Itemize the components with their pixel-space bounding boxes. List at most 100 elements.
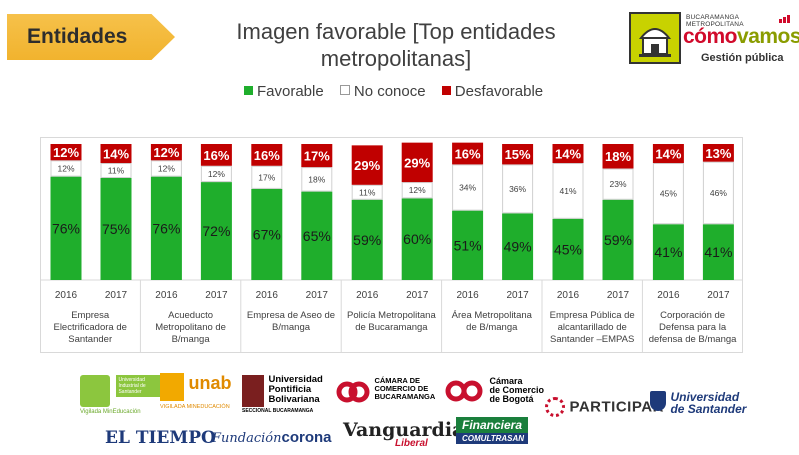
year-tick-label: 2017 <box>205 290 228 301</box>
label-desfavorable: 17% <box>304 149 330 164</box>
fundacion-part2: corona <box>281 429 332 446</box>
label-desfavorable: 14% <box>655 147 681 162</box>
udes-logo: Universidad de Santander <box>650 391 746 415</box>
bars-icon <box>779 15 790 23</box>
year-tick-label: 2017 <box>306 290 329 301</box>
unab-logo: unab VIGILADA MINEDUCACIÓN <box>160 373 231 410</box>
bar-no-conoce <box>100 163 132 178</box>
bar-desfavorable <box>251 144 283 166</box>
section-tag: Entidades <box>7 14 175 60</box>
label-no-conoce: 12% <box>208 169 225 179</box>
bar-favorable <box>702 224 734 280</box>
udes-shield-icon <box>650 391 666 411</box>
label-desfavorable: 16% <box>254 148 280 163</box>
bar-no-conoce <box>552 163 584 219</box>
label-desfavorable: 15% <box>505 147 531 162</box>
page-title: Imagen favorable [Top entidades metropol… <box>196 18 596 72</box>
bar-favorable <box>602 199 634 280</box>
vanguardia-logo: Vanguardia Liberal <box>343 419 464 449</box>
ccb-line3: BUCARAMANGA <box>374 392 436 401</box>
comovamos-name: cómovamos <box>683 25 799 49</box>
year-tick-label: 2016 <box>356 290 379 301</box>
year-tick-label: 2017 <box>707 290 730 301</box>
legend-swatch <box>441 86 451 95</box>
comovamos-logo: BUCARAMANGA METROPOLITANA cómovamos Gest… <box>629 12 799 66</box>
bar-no-conoce <box>150 160 182 177</box>
category-label: defensa de B/manga <box>649 334 737 345</box>
bar-favorable <box>301 191 333 280</box>
bar-desfavorable <box>50 144 82 161</box>
chart-frame <box>40 137 743 353</box>
page-title-line2: metropolitanas] <box>320 46 472 71</box>
bar-no-conoce <box>301 167 333 192</box>
category-label: Santander –EMPAS <box>550 334 634 345</box>
category-label: alcantarillado de <box>558 322 627 333</box>
bar-desfavorable <box>602 144 634 169</box>
upb-name: Universidad Pontificia Bolivariana <box>268 374 323 405</box>
label-favorable: 41% <box>654 244 682 260</box>
label-desfavorable: 18% <box>605 149 631 164</box>
bar-desfavorable <box>401 142 433 183</box>
participar-gear-icon <box>545 397 565 417</box>
label-desfavorable: 29% <box>354 158 380 173</box>
bar-desfavorable <box>100 144 132 164</box>
bar-favorable <box>150 176 182 280</box>
financiera-line2: COMULTRASAN <box>456 433 528 444</box>
stacked-bar-chart: 76% 12% 12% 2016 75% 11% 14% 2017 EmpresaElectri… <box>40 142 743 353</box>
ccbog-line3: de Bogotá <box>489 394 534 404</box>
bar-desfavorable <box>502 144 534 165</box>
label-desfavorable: 29% <box>404 155 430 170</box>
year-tick-label: 2016 <box>657 290 680 301</box>
financiera-line1: Financiera <box>456 417 528 433</box>
ccb-line2: COMERCIO DE <box>374 384 429 393</box>
label-desfavorable: 16% <box>455 147 481 162</box>
category-label: Electrificadora de <box>53 322 126 333</box>
bar-desfavorable <box>652 144 684 164</box>
comovamos-name-part2: vamos <box>737 25 799 48</box>
label-favorable: 60% <box>403 231 431 247</box>
uis-name: Universidad Industrial de Santander <box>116 375 161 397</box>
category-label: de B/manga <box>466 322 518 333</box>
label-favorable: 76% <box>52 220 80 236</box>
bar-favorable <box>351 199 383 280</box>
legend-item-desfavorable: Desfavorable <box>441 83 543 100</box>
udes-line2: de Santander <box>670 402 747 416</box>
vanguardia-sub: Liberal <box>395 438 428 449</box>
uis-emblem-icon <box>80 375 110 407</box>
fundacion-corona-logo: Fundacióncorona <box>212 429 332 447</box>
year-tick-label: 2017 <box>607 290 630 301</box>
bar-favorable <box>552 218 584 280</box>
ccb-emblem-icon <box>336 381 370 403</box>
bar-no-conoce <box>50 160 82 177</box>
comovamos-top-text: BUCARAMANGA METROPOLITANA <box>686 14 744 28</box>
category-label: Policía Metropolitana <box>347 310 436 321</box>
upb-sub: SECCIONAL BUCARAMANGA <box>242 408 314 414</box>
bar-no-conoce <box>652 163 684 225</box>
participar-logo: PARTICIPAR <box>545 397 664 417</box>
ccbog-line2: de Comercio <box>489 385 544 395</box>
category-label: Acueducto <box>168 310 213 321</box>
bar-no-conoce <box>251 165 283 189</box>
label-desfavorable: 13% <box>705 146 731 161</box>
label-favorable: 45% <box>554 241 582 257</box>
bar-desfavorable <box>351 145 383 185</box>
uis-sub: Vigilada MinEducación <box>80 409 141 415</box>
ccbog-logo: Cámara de Comercio de Bogotá <box>445 377 544 405</box>
bar-favorable <box>452 210 484 280</box>
page-title-line1: Imagen favorable [Top entidades <box>236 19 556 44</box>
category-label: Defensa para la <box>659 322 727 333</box>
financiera-logo: Financiera COMULTRASAN <box>456 417 528 444</box>
category-label: Área Metropolitana <box>452 310 533 321</box>
label-no-conoce: 12% <box>158 163 175 173</box>
legend-swatch <box>339 85 350 95</box>
bar-favorable <box>251 188 283 280</box>
bar-no-conoce <box>452 164 484 211</box>
ccb-logo: CÁMARA DE COMERCIO DE BUCARAMANGA <box>336 377 435 407</box>
label-desfavorable: 12% <box>53 145 79 160</box>
label-no-conoce: 34% <box>459 183 476 193</box>
legend-label: Favorable <box>257 83 324 100</box>
category-label: Empresa Pública de <box>550 310 635 321</box>
comovamos-emblem-icon <box>629 12 681 64</box>
section-tag-label: Entidades <box>27 25 128 48</box>
year-tick-label: 2016 <box>155 290 178 301</box>
